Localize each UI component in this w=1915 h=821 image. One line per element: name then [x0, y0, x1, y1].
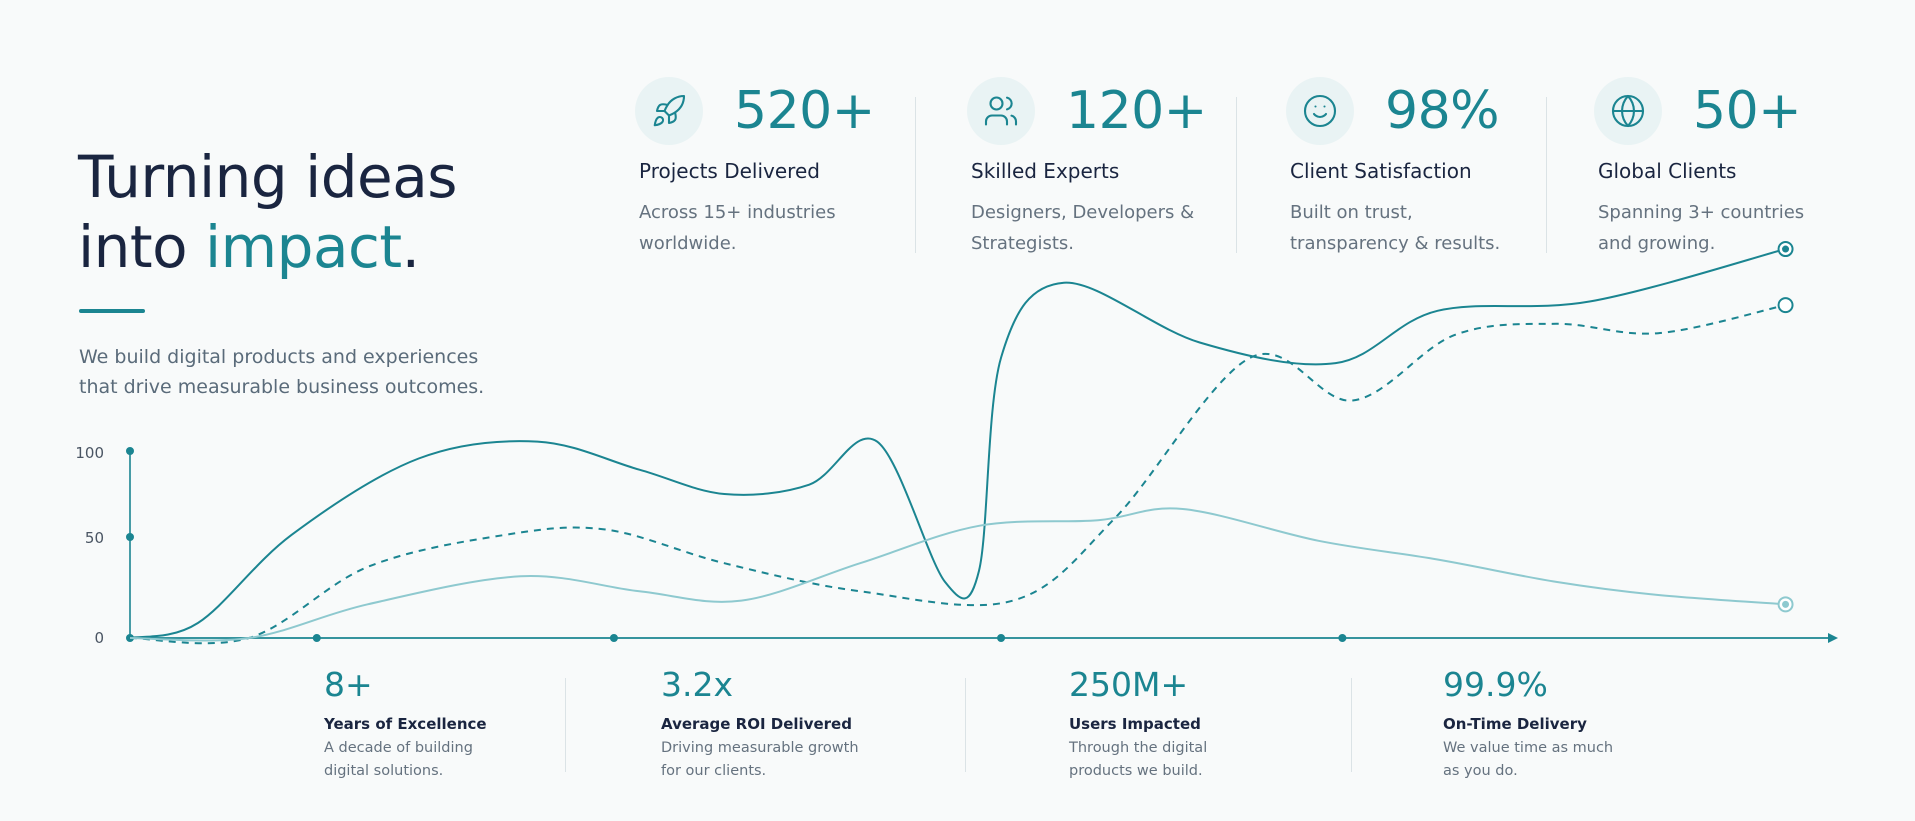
stat-description: Built on trust, transparency & results. — [1290, 197, 1530, 259]
bottom-stat-desc-line2: products we build. — [1069, 763, 1203, 779]
hero-subtitle-line2: that drive measurable business outcomes. — [79, 376, 485, 398]
hero-title-accent: impact — [205, 213, 402, 281]
bottom-stat-desc-line1: We value time as much — [1443, 740, 1614, 756]
marker-layer — [312, 634, 1347, 642]
stat-desc-line1: Across 15+ industries — [639, 202, 836, 223]
hero-subtitle: We build digital products and experience… — [79, 342, 519, 402]
bottom-stat-desc-line1: Through the digital — [1069, 740, 1208, 756]
stat-desc-line2: Strategists. — [971, 233, 1075, 254]
x-axis-marker-2 — [609, 634, 618, 642]
stat-value: 50+ — [1693, 81, 1802, 141]
bottom-stat-divider — [1351, 678, 1352, 772]
stat-desc-line2: transparency & results. — [1290, 233, 1501, 254]
bottom-stat-label: Average ROI Delivered — [661, 715, 852, 733]
y-tick-label-100: 100 — [75, 444, 104, 462]
stat-projects: 520+ Projects Delivered Across 15+ indus… — [635, 77, 905, 277]
series-line-1 — [129, 248, 1786, 639]
stat-label: Client Satisfaction — [1290, 159, 1472, 183]
x-axis-marker-1 — [312, 634, 321, 642]
bottom-stat-divider — [565, 678, 566, 772]
hero-title-line1: Turning ideas — [78, 143, 457, 211]
stat-desc-line1: Designers, Developers & — [971, 202, 1195, 223]
stat-satisfaction: 98% Client Satisfaction Built on trust, … — [1286, 77, 1556, 277]
stat-divider — [1546, 97, 1547, 253]
bottom-stat-desc-line2: digital solutions. — [324, 763, 444, 779]
hero-accent-rule — [79, 309, 145, 313]
bottom-stat-description: We value time as much as you do. — [1443, 737, 1683, 783]
bottom-stat-description: A decade of building digital solutions. — [324, 737, 564, 783]
series-line-2 — [129, 304, 1786, 645]
x-axis-marker-4 — [1338, 634, 1347, 642]
bottom-stat-label: Years of Excellence — [324, 715, 487, 733]
bottom-stat-value: 8+ — [324, 665, 373, 704]
series-end-point-core-3 — [1782, 600, 1790, 608]
bottom-stat-users: 250M+ Users Impacted Through the digital… — [1069, 665, 1309, 783]
hero-title-line2-prefix: into — [78, 213, 206, 281]
stat-description: Spanning 3+ countries and growing. — [1598, 197, 1838, 259]
series-end-point-core-1 — [1782, 245, 1790, 253]
hero-title: Turning ideas into impact. — [78, 142, 457, 282]
y-tick-label-50: 50 — [85, 529, 104, 547]
series-layer — [129, 241, 1794, 645]
bottom-stat-label: Users Impacted — [1069, 715, 1201, 733]
bottom-stat-desc-line2: as you do. — [1443, 763, 1518, 779]
stat-label: Projects Delivered — [639, 159, 820, 183]
stat-clients: 50+ Global Clients Spanning 3+ countries… — [1594, 77, 1874, 277]
stat-description: Designers, Developers & Strategists. — [971, 197, 1211, 259]
bottom-stat-description: Through the digital products we build. — [1069, 737, 1309, 783]
stat-divider — [915, 97, 916, 253]
x-axis-arrow-icon — [1828, 633, 1838, 643]
stat-desc-line1: Spanning 3+ countries — [1598, 202, 1805, 223]
bottom-stat-years: 8+ Years of Excellence A decade of build… — [324, 665, 564, 783]
bottom-stat-description: Driving measurable growth for our client… — [661, 737, 901, 783]
bottom-stat-delivery: 99.9% On-Time Delivery We value time as … — [1443, 665, 1683, 783]
bottom-stat-divider — [965, 678, 966, 772]
bottom-stat-desc-line1: A decade of building — [324, 740, 473, 756]
globe-icon — [1594, 77, 1662, 145]
bottom-stat-value: 3.2x — [661, 665, 734, 704]
y-tick-label-0: 0 — [94, 629, 104, 647]
stat-value: 98% — [1385, 81, 1500, 141]
bottom-stat-value: 99.9% — [1443, 665, 1548, 704]
bottom-stat-roi: 3.2x Average ROI Delivered Driving measu… — [661, 665, 901, 783]
y-axis-point-top — [126, 447, 134, 455]
stat-value: 520+ — [734, 81, 875, 141]
x-axis-marker-3 — [997, 634, 1006, 642]
users-icon — [967, 77, 1035, 145]
stat-desc-line2: worldwide. — [639, 233, 737, 254]
y-axis-point-mid — [126, 533, 134, 541]
hero-title-suffix: . — [401, 213, 420, 281]
stat-value: 120+ — [1066, 81, 1207, 141]
stat-label: Skilled Experts — [971, 159, 1120, 183]
hero-subtitle-line1: We build digital products and experience… — [79, 346, 479, 368]
stat-experts: 120+ Skilled Experts Designers, Develope… — [967, 77, 1237, 277]
stat-desc-line1: Built on trust, — [1290, 202, 1413, 223]
stat-desc-line2: and growing. — [1598, 233, 1716, 254]
series-line-3 — [129, 507, 1786, 642]
bottom-stat-value: 250M+ — [1069, 665, 1189, 704]
bottom-stat-label: On-Time Delivery — [1443, 715, 1587, 733]
stat-divider — [1236, 97, 1237, 253]
bottom-stat-desc-line2: for our clients. — [661, 763, 767, 779]
rocket-icon — [635, 77, 703, 145]
bottom-stat-desc-line1: Driving measurable growth — [661, 740, 859, 756]
stat-label: Global Clients — [1598, 159, 1737, 183]
series-end-point-2 — [1777, 297, 1794, 314]
stat-description: Across 15+ industries worldwide. — [639, 197, 879, 259]
smile-icon — [1286, 77, 1354, 145]
